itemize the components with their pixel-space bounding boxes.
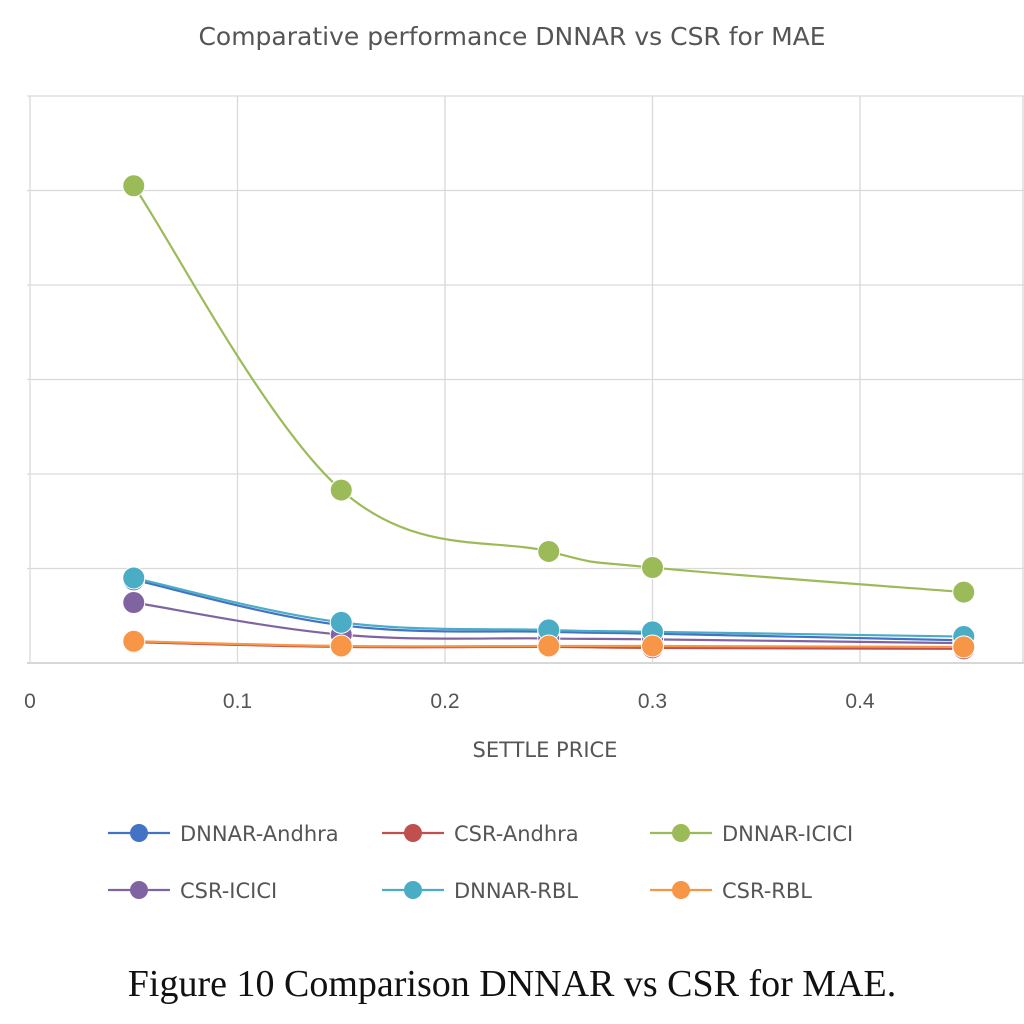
legend-item-csr-andhra: CSR-Andhra	[382, 822, 579, 846]
series-line-dnnar-icici	[132, 185, 964, 594]
data-point-dnnar-icici	[952, 580, 976, 604]
x-tick-label: 0.1	[223, 690, 252, 713]
figure-caption: Figure 10 Comparison DNNAR vs CSR for MA…	[127, 963, 897, 1005]
data-point-dnnar-icici	[641, 556, 664, 580]
series-csr-rbl	[122, 629, 976, 659]
legend-marker	[672, 824, 690, 842]
x-tick-label: 0	[24, 690, 36, 713]
data-point-csr-rbl	[641, 634, 664, 658]
legend-marker	[130, 824, 148, 842]
data-point-dnnar-rbl	[329, 610, 353, 634]
legend: DNNAR-Andhra CSR-Andhra DNNAR-ICICI CSR-ICI…	[108, 822, 853, 903]
legend-marker	[404, 881, 422, 899]
grid	[27, 95, 1024, 664]
legend-label: CSR-ICICI	[180, 879, 277, 903]
x-tick-labels: 0 0.1 0.2 0.3 0.4	[24, 690, 875, 713]
legend-item-dnnar-rbl: DNNAR-RBL	[382, 879, 578, 903]
data-point-csr-rbl	[329, 634, 353, 658]
legend-marker	[404, 824, 422, 842]
data-point-csr-rbl	[122, 629, 146, 653]
data-point-dnnar-rbl	[122, 566, 146, 590]
chart-plot: 0 0.1 0.2 0.3 0.4 SETTLE PRICE DNNAR-Andhra C…	[24, 95, 1024, 903]
x-axis-label: SETTLE PRICE	[473, 738, 618, 762]
x-tick-label: 0.4	[845, 690, 875, 713]
legend-marker	[672, 881, 690, 899]
legend-label: DNNAR-RBL	[454, 879, 578, 903]
x-tick-label: 0.3	[638, 690, 667, 713]
data-point-dnnar-icici	[537, 539, 561, 563]
legend-label: DNNAR-ICICI	[722, 822, 853, 846]
legend-marker	[130, 881, 148, 899]
data-point-csr-icici	[122, 591, 146, 615]
chart-title: Comparative performance DNNAR vs CSR for…	[198, 22, 826, 51]
series-lines	[122, 174, 976, 661]
data-point-dnnar-icici	[329, 478, 353, 502]
x-tick-label: 0.2	[430, 690, 459, 713]
series-dnnar-icici	[122, 174, 976, 604]
legend-item-csr-rbl: CSR-RBL	[650, 879, 812, 903]
legend-item-dnnar-icici: DNNAR-ICICI	[650, 822, 853, 846]
legend-label: CSR-RBL	[722, 879, 812, 903]
data-point-csr-rbl	[537, 634, 561, 658]
legend-label: CSR-Andhra	[454, 822, 579, 846]
legend-label: DNNAR-Andhra	[180, 822, 339, 846]
legend-item-dnnar-andhra: DNNAR-Andhra	[108, 822, 339, 846]
legend-item-csr-icici: CSR-ICICI	[108, 879, 277, 903]
data-point-dnnar-icici	[122, 174, 146, 198]
data-point-csr-rbl	[952, 635, 976, 659]
